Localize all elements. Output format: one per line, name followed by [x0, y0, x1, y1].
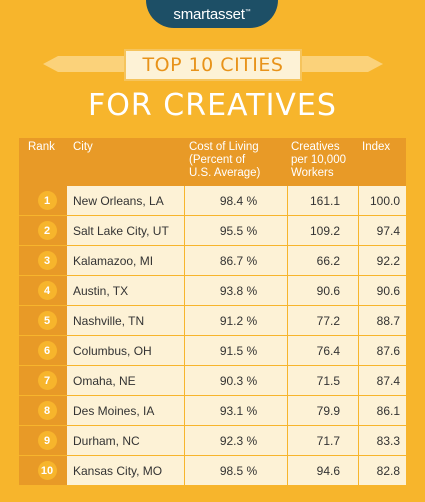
city-cell: Nashville, TN	[67, 306, 184, 335]
city-cell: Kansas City, MO	[67, 456, 184, 485]
city-cell: Durham, NC	[67, 426, 184, 455]
city-cell: Columbus, OH	[67, 336, 184, 365]
rank-badge: 7	[37, 371, 57, 390]
cost-of-living-cell: 98.5 %	[184, 456, 287, 485]
logo-text: smartasset	[173, 5, 245, 23]
creatives-cell: 71.5	[287, 366, 358, 395]
rank-badge: 5	[37, 311, 57, 330]
rank-badge: 8	[37, 401, 57, 420]
cost-of-living-cell: 95.5 %	[184, 216, 287, 245]
table-row: 7 Omaha, NE 90.3 % 71.5 87.4	[19, 366, 406, 395]
cost-of-living-cell: 93.8 %	[184, 276, 287, 305]
header-rank: Rank	[28, 141, 55, 153]
creatives-cell: 161.1	[287, 186, 358, 215]
table-row: 6 Columbus, OH 91.5 % 76.4 87.6	[19, 336, 406, 365]
table-row: 1 New Orleans, LA 98.4 % 161.1 100.0	[19, 186, 406, 215]
cities-table: Rank City Cost of Living (Percent of U.S…	[19, 138, 406, 486]
trademark-mark: ™	[244, 8, 251, 15]
city-cell: Kalamazoo, MI	[67, 246, 184, 275]
rank-cell: 2	[19, 216, 67, 245]
header-city: City	[73, 141, 93, 153]
city-cell: Omaha, NE	[67, 366, 184, 395]
header-cost-line: U.S. Average)	[189, 167, 261, 179]
creatives-cell: 94.6	[287, 456, 358, 485]
rank-badge: 1	[37, 191, 57, 210]
rank-badge: 6	[37, 341, 57, 360]
header-cost-of-living: Cost of Living (Percent of U.S. Average)	[184, 138, 287, 186]
title-line-1: TOP 10 CITIES	[142, 54, 284, 76]
table-row: 9 Durham, NC 92.3 % 71.7 83.3	[19, 426, 406, 455]
table-row: 3 Kalamazoo, MI 86.7 % 66.2 92.2	[19, 246, 406, 275]
cost-of-living-cell: 91.5 %	[184, 336, 287, 365]
table-header: Rank City Cost of Living (Percent of U.S…	[19, 138, 406, 186]
table-row: 4 Austin, TX 93.8 % 90.6 90.6	[19, 276, 406, 305]
rank-badge: 2	[37, 221, 57, 240]
creatives-cell: 76.4	[287, 336, 358, 365]
cost-of-living-cell: 98.4 %	[184, 186, 287, 215]
header-creatives-line: Creatives	[291, 141, 340, 153]
rank-cell: 9	[19, 426, 67, 455]
header-creatives-line: Workers	[291, 167, 334, 179]
table-body: 1 New Orleans, LA 98.4 % 161.1 100.0 2 Salt La…	[19, 186, 406, 485]
ribbon-left-end	[43, 56, 58, 72]
cost-of-living-cell: 90.3 %	[184, 366, 287, 395]
rank-cell: 7	[19, 366, 67, 395]
creatives-cell: 90.6	[287, 276, 358, 305]
index-cell: 97.4	[358, 216, 406, 245]
creatives-cell: 71.7	[287, 426, 358, 455]
index-cell: 83.3	[358, 426, 406, 455]
rank-badge: 10	[37, 461, 57, 480]
rank-cell: 3	[19, 246, 67, 275]
header-creatives-line: per 10,000	[291, 154, 346, 166]
title-line-2: FOR CREATIVES	[88, 88, 337, 123]
rank-cell: 1	[19, 186, 67, 215]
header-creatives: Creatives per 10,000 Workers	[287, 138, 358, 186]
city-cell: New Orleans, LA	[67, 186, 184, 215]
city-cell: Des Moines, IA	[67, 396, 184, 425]
index-cell: 87.6	[358, 336, 406, 365]
cost-of-living-cell: 86.7 %	[184, 246, 287, 275]
index-cell: 87.4	[358, 366, 406, 395]
table-row: 2 Salt Lake City, UT 95.5 % 109.2 97.4	[19, 216, 406, 245]
creatives-cell: 79.9	[287, 396, 358, 425]
title-banner: TOP 10 CITIES	[124, 49, 302, 81]
creatives-cell: 77.2	[287, 306, 358, 335]
index-cell: 86.1	[358, 396, 406, 425]
table-row: 8 Des Moines, IA 93.1 % 79.9 86.1	[19, 396, 406, 425]
rank-cell: 4	[19, 276, 67, 305]
rank-badge: 3	[37, 251, 57, 270]
rank-cell: 6	[19, 336, 67, 365]
creatives-cell: 66.2	[287, 246, 358, 275]
rank-badge: 9	[37, 431, 57, 450]
table-row: 5 Nashville, TN 91.2 % 77.2 88.7	[19, 306, 406, 335]
city-cell: Austin, TX	[67, 276, 184, 305]
index-cell: 88.7	[358, 306, 406, 335]
rank-cell: 5	[19, 306, 67, 335]
city-cell: Salt Lake City, UT	[67, 216, 184, 245]
creatives-cell: 109.2	[287, 216, 358, 245]
smartasset-logo: smartasset™	[146, 0, 278, 28]
header-cost-line: (Percent of	[189, 154, 246, 166]
index-cell: 90.6	[358, 276, 406, 305]
index-cell: 92.2	[358, 246, 406, 275]
header-index: Index	[362, 141, 391, 153]
rank-badge: 4	[37, 281, 57, 300]
cost-of-living-cell: 93.1 %	[184, 396, 287, 425]
cost-of-living-cell: 92.3 %	[184, 426, 287, 455]
table-row: 10 Kansas City, MO 98.5 % 94.6 82.8	[19, 456, 406, 485]
index-cell: 100.0	[358, 186, 406, 215]
ribbon-right-end	[368, 56, 383, 72]
header-cost-line: Cost of Living	[189, 141, 259, 153]
rank-cell: 8	[19, 396, 67, 425]
cost-of-living-cell: 91.2 %	[184, 306, 287, 335]
index-cell: 82.8	[358, 456, 406, 485]
rank-cell: 10	[19, 456, 67, 485]
